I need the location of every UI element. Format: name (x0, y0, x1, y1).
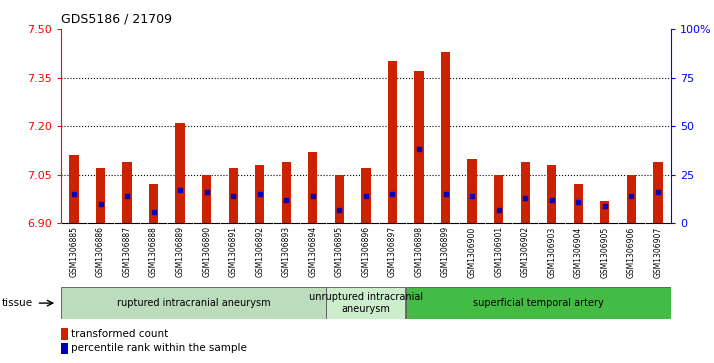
Bar (600, 201, 610, 223)
Bar (61, 287, 326, 319)
Text: GSM1306885: GSM1306885 (69, 227, 79, 277)
Text: GSM1306902: GSM1306902 (521, 227, 530, 277)
Text: GSM1306886: GSM1306886 (96, 227, 105, 277)
Bar (521, 162, 530, 223)
Bar (176, 123, 185, 223)
Text: tissue: tissue (2, 298, 34, 308)
Text: GSM1306894: GSM1306894 (308, 227, 317, 277)
Bar (468, 159, 477, 223)
Bar (149, 184, 159, 223)
Text: GSM1306890: GSM1306890 (202, 227, 211, 277)
Text: GSM1306903: GSM1306903 (547, 227, 556, 278)
Text: GDS5186 / 21709: GDS5186 / 21709 (61, 13, 171, 26)
Text: GSM1306895: GSM1306895 (335, 227, 344, 277)
Bar (361, 168, 371, 223)
Bar (228, 168, 238, 223)
Text: GSM1306907: GSM1306907 (653, 227, 663, 278)
Text: GSM1306898: GSM1306898 (415, 227, 423, 277)
Text: GSM1306896: GSM1306896 (361, 227, 371, 277)
Text: GSM1306892: GSM1306892 (256, 227, 264, 277)
Bar (96, 168, 105, 223)
Text: GSM1306897: GSM1306897 (388, 227, 397, 277)
Bar (281, 162, 291, 223)
Text: GSM1306887: GSM1306887 (123, 227, 131, 277)
Bar (414, 71, 423, 223)
Bar (326, 287, 406, 319)
Text: GSM1306901: GSM1306901 (494, 227, 503, 277)
Bar (388, 61, 397, 223)
Bar (335, 175, 344, 223)
Bar (547, 165, 556, 223)
Bar (308, 152, 318, 223)
Text: GSM1306906: GSM1306906 (627, 227, 636, 278)
Text: GSM1306893: GSM1306893 (282, 227, 291, 277)
Bar (573, 184, 583, 223)
Text: unruptured intracranial
aneurysm: unruptured intracranial aneurysm (309, 292, 423, 314)
Text: GSM1306891: GSM1306891 (228, 227, 238, 277)
Bar (255, 165, 264, 223)
Text: GSM1306904: GSM1306904 (574, 227, 583, 278)
Bar (406, 287, 671, 319)
Bar (494, 175, 503, 223)
Bar (627, 175, 636, 223)
Bar (441, 52, 451, 223)
Text: GSM1306905: GSM1306905 (600, 227, 609, 278)
Bar (202, 175, 211, 223)
Text: GSM1306900: GSM1306900 (468, 227, 476, 278)
Bar (61, 328, 68, 340)
Bar (61, 343, 68, 354)
Text: GSM1306889: GSM1306889 (176, 227, 185, 277)
Text: GSM1306899: GSM1306899 (441, 227, 450, 277)
Bar (122, 162, 131, 223)
Text: ruptured intracranial aneurysm: ruptured intracranial aneurysm (116, 298, 270, 308)
Text: GSM1306888: GSM1306888 (149, 227, 158, 277)
Text: superficial temporal artery: superficial temporal artery (473, 298, 604, 308)
Bar (69, 155, 79, 223)
Text: transformed count: transformed count (71, 329, 168, 339)
Text: percentile rank within the sample: percentile rank within the sample (71, 343, 246, 354)
Bar (653, 162, 663, 223)
